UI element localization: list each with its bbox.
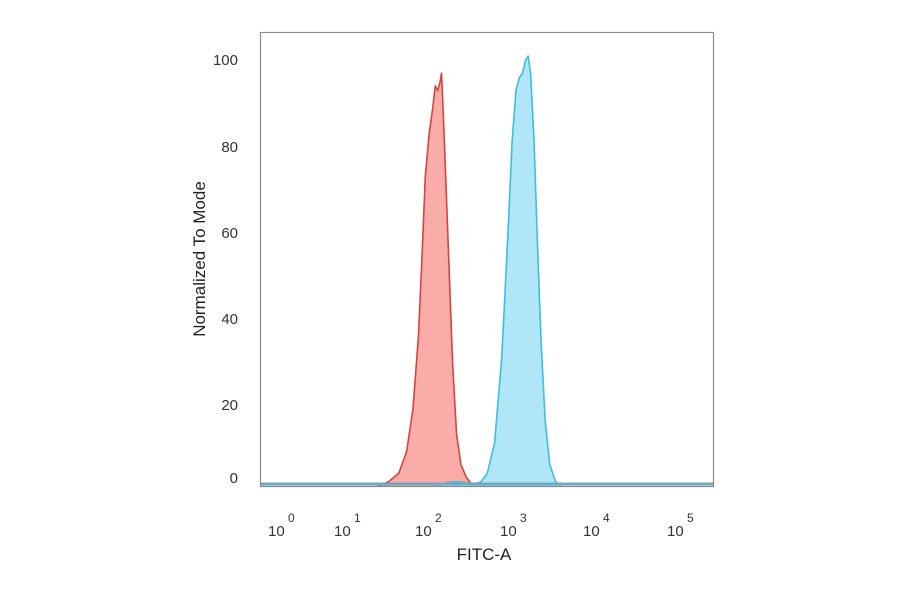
series-1-area — [437, 56, 562, 486]
x-tick-exponent: 2 — [435, 511, 442, 525]
y-axis-label: Normalized To Mode — [190, 181, 209, 337]
x-tick-label: 105 — [667, 511, 694, 540]
series-layer — [377, 55, 562, 487]
x-tick-label: 100 — [268, 511, 295, 540]
y-tick-label: 0 — [230, 470, 238, 487]
x-tick-base: 10 — [268, 523, 285, 540]
x-tick-exponent: 3 — [520, 511, 527, 525]
x-tick-exponent: 4 — [603, 511, 610, 525]
y-tick-label: 40 — [221, 311, 238, 328]
plot-frame — [259, 31, 715, 488]
x-axis-label: FITC-A — [457, 545, 512, 564]
x-tick-exponent: 0 — [288, 511, 295, 525]
x-tick-base: 10 — [583, 523, 600, 540]
y-tick-label: 80 — [221, 139, 238, 156]
x-tick-base: 10 — [667, 523, 684, 540]
x-tick-label: 104 — [583, 511, 610, 540]
x-tick-label: 101 — [334, 511, 361, 540]
x-tick-label: 103 — [500, 511, 527, 540]
x-tick-base: 10 — [415, 523, 432, 540]
x-tick-exponent: 1 — [354, 511, 361, 525]
series-0-line — [377, 72, 477, 487]
series-0-area — [377, 73, 477, 486]
x-tick-base: 10 — [500, 523, 517, 540]
x-tick-exponent: 5 — [687, 511, 694, 525]
y-tick-label: 60 — [221, 225, 238, 242]
y-tick-label: 100 — [213, 52, 238, 69]
x-tick-base: 10 — [334, 523, 351, 540]
x-tick-label: 102 — [415, 511, 442, 540]
y-tick-label: 20 — [221, 397, 238, 414]
y-axis: 0 20 40 60 80 100 — [213, 52, 238, 487]
